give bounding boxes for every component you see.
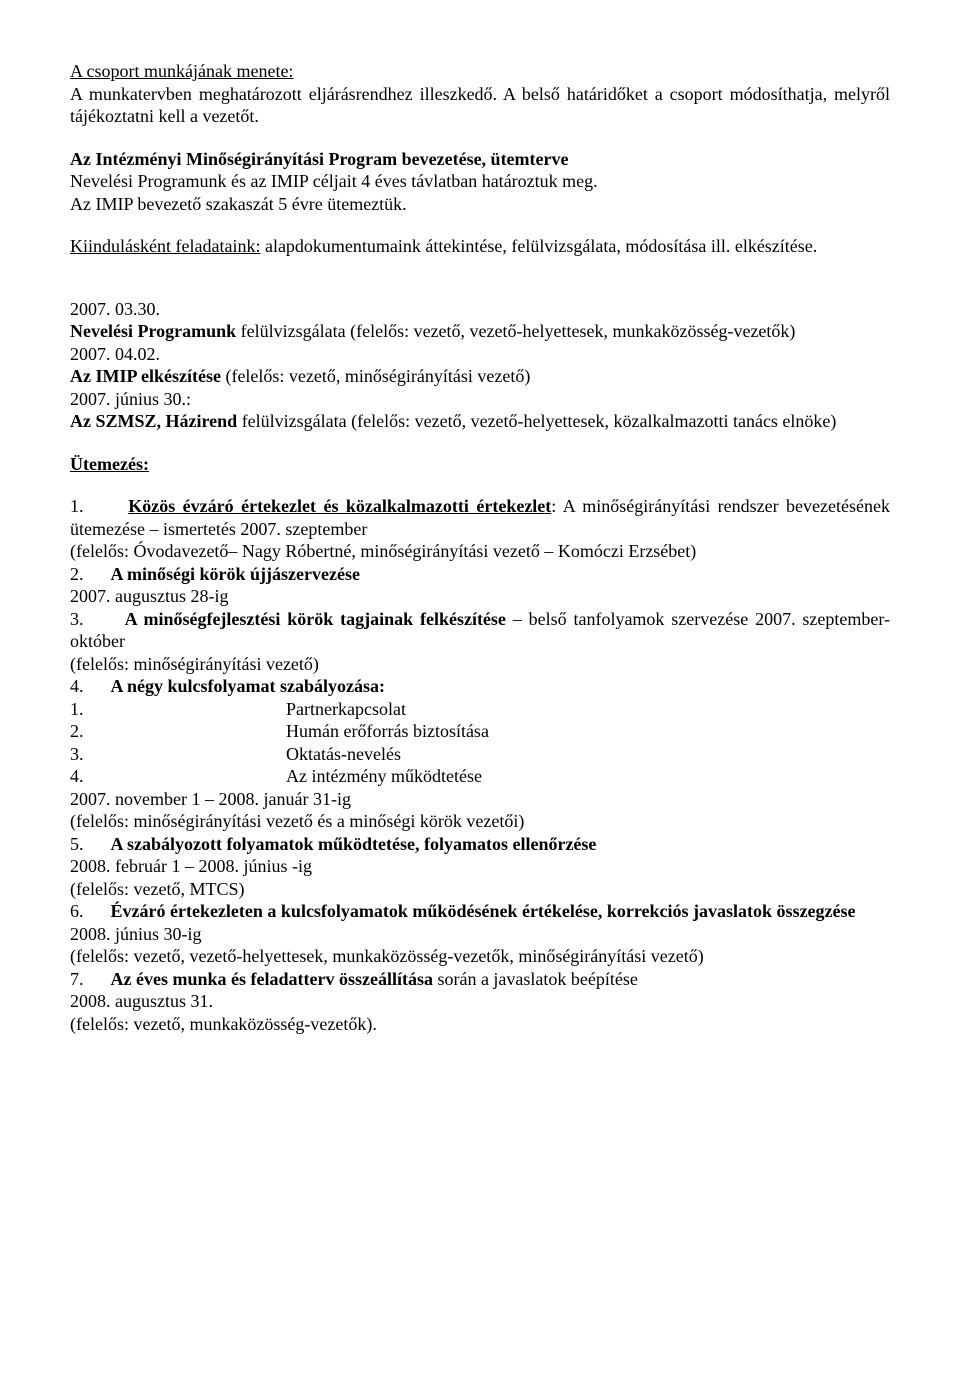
date-1-text: Nevelési Programunk felülvizsgálata (fel… (70, 320, 890, 343)
item-2-sub: 2007. augusztus 28-ig (70, 585, 890, 608)
item-6-dateline: 2008. június 30-ig (70, 923, 890, 946)
item-5: 5. A szabályozott folyamatok működtetése… (70, 833, 890, 856)
item-4-sub2-txt: Humán erőforrás biztosítása (106, 720, 890, 743)
item-6-title: Évzáró értekezleten a kulcsfolyamatok mű… (111, 901, 856, 921)
item-4-sub4-txt: Az intézmény működtetése (106, 765, 890, 788)
item-6-resp: (felelős: vezető, vezető-helyettesek, mu… (70, 945, 890, 968)
item-6-num: 6. (70, 901, 84, 921)
date-1: 2007. 03.30. (70, 298, 890, 321)
item-4-sub4-num: 4. (70, 765, 106, 788)
item-4-title: A négy kulcsfolyamat szabályozása: (111, 676, 386, 696)
item-4-sub2: 2. Humán erőforrás biztosítása (70, 720, 890, 743)
date-2-rest: (felelős: vezető, minőségirányítási veze… (225, 366, 530, 386)
date-2: 2007. 04.02. (70, 343, 890, 366)
item-7-title: Az éves munka és feladatterv összeállítá… (111, 969, 438, 989)
section-p3: Kiindulásként feladataink: alapdokumentu… (70, 235, 890, 258)
item-7-resp: (felelős: vezető, munkaközösség-vezetők)… (70, 1013, 890, 1036)
item-4-sub3-txt: Oktatás-nevelés (106, 743, 890, 766)
item-4-resp: (felelős: minőségirányítási vezető és a … (70, 810, 890, 833)
date-1-rest: felülvizsgálata (felelős: vezető, vezető… (236, 321, 795, 341)
item-1: 1. Közös évzáró értekezlet és közalkalma… (70, 495, 890, 540)
intro-heading: A csoport munkájának menete: (70, 60, 890, 83)
section-p1: Nevelési Programunk és az IMIP céljait 4… (70, 170, 890, 193)
item-3-title: A minőségfejlesztési körök tagjainak fel… (125, 609, 506, 629)
item-5-resp: (felelős: vezető, MTCS) (70, 878, 890, 901)
section-p3-prefix: Kiindulásként feladataink: (70, 236, 260, 256)
date-3-prefix: Az SZMSZ, Házirend (70, 411, 242, 431)
item-2-title: A minőségi körök újjászervezése (111, 564, 360, 584)
item-5-title: A szabályozott folyamatok működtetése, f… (111, 834, 597, 854)
date-3-text: Az SZMSZ, Házirend felülvizsgálata (fele… (70, 410, 890, 433)
item-4-sub1-txt: Partnerkapcsolat (106, 698, 890, 721)
item-3: 3. A minőségfejlesztési körök tagjainak … (70, 608, 890, 653)
item-4-sub3: 3. Oktatás-nevelés (70, 743, 890, 766)
item-4-sub3-num: 3. (70, 743, 106, 766)
item-4-num: 4. (70, 676, 84, 696)
item-4-dateline: 2007. november 1 – 2008. január 31-ig (70, 788, 890, 811)
item-5-num: 5. (70, 834, 84, 854)
item-1-sub: (felelős: Óvodavezető– Nagy Róbertné, mi… (70, 540, 890, 563)
item-4-sub1-num: 1. (70, 698, 106, 721)
section-p2: Az IMIP bevezető szakaszát 5 évre ütemez… (70, 193, 890, 216)
item-3-sub: (felelős: minőségirányítási vezető) (70, 653, 890, 676)
item-7-num: 7. (70, 969, 84, 989)
intro-paragraph: A munkatervben meghatározott eljárásrend… (70, 83, 890, 128)
item-5-dateline: 2008. február 1 – 2008. június -ig (70, 855, 890, 878)
section-title: Az Intézményi Minőségirányítási Program … (70, 148, 890, 171)
item-6: 6. Évzáró értekezleten a kulcsfolyamatok… (70, 900, 890, 923)
date-3-rest: felülvizsgálata (felelős: vezető, vezető… (242, 411, 837, 431)
item-2-num: 2. (70, 564, 84, 584)
date-1-prefix: Nevelési Programunk (70, 321, 236, 341)
item-1-num: 1. (70, 496, 84, 516)
item-1-title: Közös évzáró értekezlet és közalkalmazot… (128, 496, 551, 516)
item-7-rest: során a javaslatok beépítése (437, 969, 637, 989)
date-2-text: Az IMIP elkészítése (felelős: vezető, mi… (70, 365, 890, 388)
item-4-sub4: 4. Az intézmény működtetése (70, 765, 890, 788)
date-2-prefix: Az IMIP elkészítése (70, 366, 225, 386)
item-4-sub1: 1. Partnerkapcsolat (70, 698, 890, 721)
item-4-sub2-num: 2. (70, 720, 106, 743)
item-7: 7. Az éves munka és feladatterv összeáll… (70, 968, 890, 991)
date-3: 2007. június 30.: (70, 388, 890, 411)
item-3-num: 3. (70, 609, 84, 629)
utemezes-title: Ütemezés: (70, 453, 890, 476)
item-4: 4. A négy kulcsfolyamat szabályozása: (70, 675, 890, 698)
item-2: 2. A minőségi körök újjászervezése (70, 563, 890, 586)
item-7-dateline: 2008. augusztus 31. (70, 990, 890, 1013)
section-p3-rest: alapdokumentumaink áttekintése, felülviz… (260, 236, 817, 256)
